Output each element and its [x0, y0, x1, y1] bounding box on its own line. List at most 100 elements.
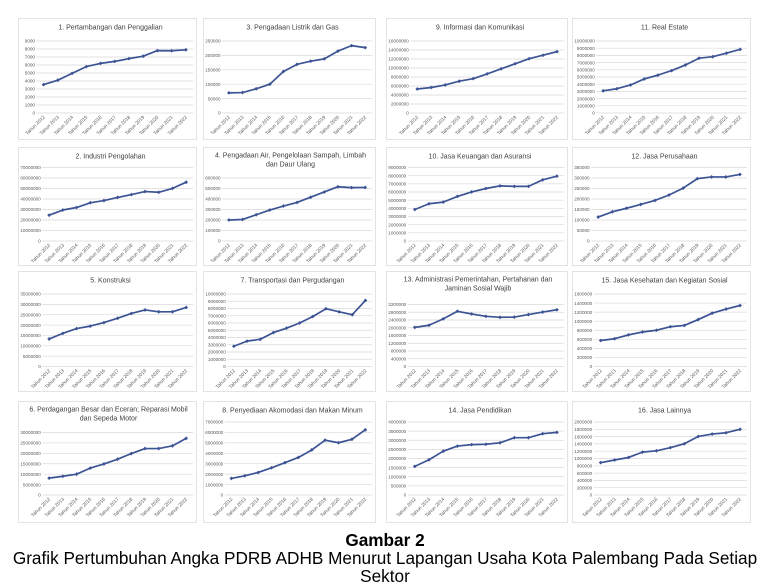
svg-text:8000000: 8000000	[577, 53, 595, 58]
svg-text:8000000: 8000000	[388, 173, 406, 178]
svg-text:0: 0	[218, 239, 221, 244]
svg-text:300000: 300000	[205, 207, 221, 212]
svg-text:10000000: 10000000	[20, 228, 41, 233]
svg-text:3500000: 3500000	[388, 429, 406, 434]
svg-text:1. Pertambangan dan Penggalian: 1. Pertambangan dan Penggalian	[58, 25, 162, 32]
svg-text:10000000: 10000000	[20, 472, 41, 477]
svg-text:100000: 100000	[205, 228, 221, 233]
svg-text:1000000: 1000000	[574, 456, 592, 461]
svg-text:200000: 200000	[205, 218, 221, 223]
svg-text:10000000: 10000000	[574, 39, 595, 44]
svg-text:7000: 7000	[25, 55, 36, 60]
svg-text:20000000: 20000000	[20, 451, 41, 456]
svg-text:1000000: 1000000	[388, 231, 406, 236]
svg-text:2400000: 2400000	[388, 318, 406, 323]
svg-text:400000: 400000	[577, 478, 593, 483]
svg-text:100000: 100000	[205, 82, 221, 87]
svg-text:4000000: 4000000	[388, 206, 406, 211]
svg-text:20000000: 20000000	[20, 218, 41, 223]
svg-text:2000: 2000	[25, 95, 36, 100]
svg-text:5000000: 5000000	[208, 328, 226, 333]
svg-text:2000000: 2000000	[577, 96, 595, 101]
svg-text:4. Pengadaan Air, Pengelolaan: 4. Pengadaan Air, Pengelolaan Sampah, Li…	[215, 153, 366, 160]
svg-text:200000: 200000	[574, 197, 590, 202]
svg-text:6000000: 6000000	[577, 68, 595, 73]
svg-text:7. Transportasi dan Pergudanga: 7. Transportasi dan Pergudangan	[241, 278, 345, 285]
svg-text:2800000: 2800000	[388, 310, 406, 315]
svg-text:0: 0	[223, 364, 226, 369]
svg-text:15000000: 15000000	[20, 461, 41, 466]
svg-text:10000000: 10000000	[205, 292, 226, 297]
svg-text:1600000: 1600000	[388, 333, 406, 338]
svg-text:2500000: 2500000	[388, 447, 406, 452]
svg-text:8000: 8000	[25, 47, 36, 52]
svg-text:9000000: 9000000	[388, 165, 406, 170]
svg-text:7000000: 7000000	[208, 313, 226, 318]
svg-text:600000: 600000	[205, 176, 221, 181]
svg-text:1800000: 1800000	[574, 427, 592, 432]
svg-text:2000000: 2000000	[388, 325, 406, 330]
svg-text:0: 0	[32, 111, 35, 116]
svg-text:2000000: 2000000	[388, 456, 406, 461]
svg-text:500000: 500000	[205, 186, 221, 191]
svg-text:1400000: 1400000	[574, 301, 592, 306]
svg-text:350000: 350000	[574, 165, 590, 170]
svg-text:3000000: 3000000	[208, 342, 226, 347]
svg-text:8. Penyediaan Akomodasi dan Ma: 8. Penyediaan Akomodasi dan Makan Minum	[222, 408, 363, 415]
svg-text:600000: 600000	[577, 337, 593, 342]
svg-text:1000000: 1000000	[577, 104, 595, 109]
svg-text:200000: 200000	[577, 355, 593, 360]
svg-text:0: 0	[592, 111, 595, 116]
svg-text:5000000: 5000000	[23, 482, 41, 487]
svg-text:70000000: 70000000	[20, 165, 41, 170]
svg-text:250000: 250000	[574, 186, 590, 191]
svg-text:1000: 1000	[25, 103, 36, 108]
svg-text:50000000: 50000000	[20, 186, 41, 191]
svg-text:25000000: 25000000	[20, 312, 41, 317]
svg-text:35000000: 35000000	[20, 292, 41, 297]
svg-text:16. Jasa Lainnya: 16. Jasa Lainnya	[638, 408, 691, 415]
svg-text:4000: 4000	[25, 79, 36, 84]
svg-text:8000000: 8000000	[391, 75, 409, 80]
svg-text:2000000: 2000000	[205, 472, 223, 477]
svg-text:9. Informasi dan Komunikasi: 9. Informasi dan Komunikasi	[436, 25, 525, 32]
svg-text:400000: 400000	[391, 356, 407, 361]
svg-text:2000000: 2000000	[574, 420, 592, 425]
svg-text:1000000: 1000000	[574, 319, 592, 324]
svg-text:1000000: 1000000	[205, 482, 223, 487]
svg-text:3000: 3000	[25, 87, 36, 92]
svg-text:9000000: 9000000	[577, 46, 595, 51]
svg-text:0: 0	[38, 493, 41, 498]
svg-text:7000000: 7000000	[205, 420, 223, 425]
svg-text:5. Konstruksi: 5. Konstruksi	[90, 278, 131, 285]
svg-text:0: 0	[404, 493, 407, 498]
svg-text:1200000: 1200000	[388, 341, 406, 346]
svg-text:10000000: 10000000	[20, 343, 41, 348]
svg-text:400000: 400000	[205, 197, 221, 202]
svg-text:9000000: 9000000	[208, 299, 226, 304]
svg-text:10000000: 10000000	[388, 66, 409, 71]
svg-text:200000: 200000	[205, 53, 221, 58]
svg-text:2000000: 2000000	[391, 102, 409, 107]
svg-text:30000000: 30000000	[20, 207, 41, 212]
svg-text:30000000: 30000000	[20, 302, 41, 307]
svg-text:500000: 500000	[391, 484, 407, 489]
svg-text:0: 0	[38, 364, 41, 369]
svg-text:8000000: 8000000	[208, 306, 226, 311]
svg-text:6000000: 6000000	[208, 321, 226, 326]
svg-text:800000: 800000	[391, 349, 407, 354]
svg-text:0: 0	[404, 239, 407, 244]
svg-text:250000: 250000	[205, 39, 221, 44]
svg-text:50000: 50000	[208, 96, 221, 101]
svg-text:12. Jasa Perusahaan: 12. Jasa Perusahaan	[631, 154, 697, 161]
svg-text:6000000: 6000000	[388, 190, 406, 195]
svg-text:15000000: 15000000	[20, 333, 41, 338]
svg-text:0: 0	[406, 111, 409, 116]
svg-text:600000: 600000	[577, 471, 593, 476]
svg-text:14000000: 14000000	[388, 48, 409, 53]
svg-text:150000: 150000	[574, 207, 590, 212]
svg-text:14. Jasa Pendidikan: 14. Jasa Pendidikan	[448, 408, 511, 415]
svg-text:0: 0	[38, 239, 41, 244]
svg-text:7000000: 7000000	[577, 60, 595, 65]
svg-text:6000000: 6000000	[391, 84, 409, 89]
